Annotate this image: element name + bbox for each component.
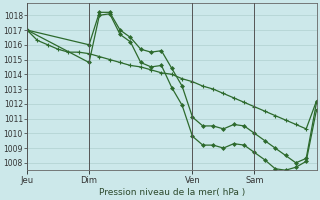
X-axis label: Pression niveau de la mer( hPa ): Pression niveau de la mer( hPa ) [99,188,245,197]
